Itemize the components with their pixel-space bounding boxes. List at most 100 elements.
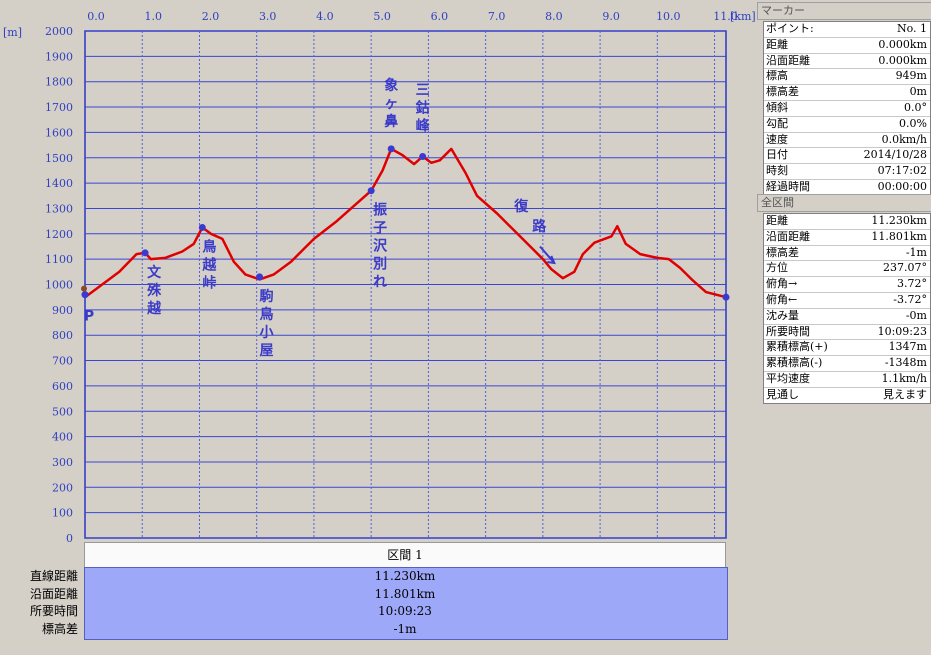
property-row: 沿面距離 0.000km	[764, 54, 930, 70]
property-row: 累積標高(+) 1347m	[764, 340, 930, 357]
y-tick-label: 1400	[45, 177, 73, 190]
waypoint-label: P	[84, 309, 94, 325]
property-key: 距離	[766, 214, 788, 227]
property-row: 速度 0.0km/h	[764, 133, 930, 149]
x-tick-label: 0.0	[87, 10, 105, 23]
x-tick-label: 9.0	[602, 10, 620, 23]
info-panel: マーカー ポイント: No. 1 距離 0.000km 沿面距離 0.000km 標高 949…	[755, 0, 931, 655]
property-key: 沿面距離	[766, 53, 810, 67]
summary-row-value: -1m	[393, 622, 417, 636]
summary-row: 所要時間 10:09:23	[0, 602, 730, 620]
property-key: 方位	[766, 261, 788, 275]
y-tick-label: 1900	[45, 50, 73, 63]
property-key: 沈み量	[766, 308, 799, 322]
section-panel-title: 全区間	[757, 194, 931, 212]
property-key: 俯角→	[766, 277, 798, 291]
y-tick-label: 100	[52, 507, 73, 520]
waypoint-marker	[141, 249, 149, 257]
marker-panel-title: マーカー	[757, 2, 931, 20]
y-tick-label: 1000	[45, 279, 73, 292]
x-tick-label: 8.0	[545, 10, 563, 23]
property-value: 0.000km	[878, 37, 927, 51]
property-key: 速度	[766, 132, 788, 146]
y-tick-label: 300	[52, 456, 73, 469]
property-value: 見えます	[883, 387, 927, 401]
property-row: 勾配 0.0%	[764, 117, 930, 133]
property-key: 見通し	[766, 387, 799, 401]
property-value: 1.1km/h	[881, 371, 927, 385]
elevation-profile-chart[interactable]: 0 100 200 300 400 500 600 700 800 900 1000 1100 1200…	[0, 0, 755, 545]
property-row: 俯角← -3.72°	[764, 293, 930, 309]
return-route-arrow	[539, 245, 556, 264]
property-row: 俯角→ 3.72°	[764, 277, 930, 293]
y-tick-label: 700	[52, 355, 73, 368]
property-row: 累積標高(-) -1348m	[764, 356, 930, 372]
property-value: 2014/10/28	[863, 148, 927, 162]
property-key: 距離	[766, 37, 788, 51]
property-key: 時刻	[766, 164, 788, 178]
x-unit-label: [km]	[730, 10, 755, 23]
property-row: 傾斜 0.0°	[764, 101, 930, 117]
y-tick-label: 500	[52, 405, 73, 418]
waypoint-marker	[367, 187, 375, 195]
property-value: -3.72°	[893, 292, 927, 306]
summary-row-label: 所要時間	[29, 604, 78, 618]
y-unit-label: [m]	[3, 26, 22, 39]
elevation-chart-area: 0 100 200 300 400 500 600 700 800 900 1000 1100 1200…	[0, 0, 755, 545]
property-key: 勾配	[766, 116, 788, 130]
waypoint-marker	[198, 223, 206, 231]
x-tick-label: 3.0	[259, 10, 277, 23]
y-tick-label: 600	[52, 380, 73, 393]
property-key: 累積標高(-)	[766, 356, 823, 370]
y-tick-label: 1100	[45, 253, 73, 266]
property-row: 距離 0.000km	[764, 38, 930, 54]
summary-row: 沿面距離 11.801km	[0, 585, 730, 603]
x-tick-label: 5.0	[373, 10, 391, 23]
y-tick-label: 900	[52, 304, 73, 317]
x-tick-label: 10.0	[656, 10, 681, 23]
y-tick-label: 1300	[45, 202, 73, 215]
waypoint-label: 鳥越峠	[201, 238, 217, 291]
property-value: 00:00:00	[877, 179, 927, 193]
summary-row-label: 標高差	[41, 622, 78, 636]
property-row: 標高差 0m	[764, 85, 930, 101]
property-key: 俯角←	[766, 292, 798, 306]
summary-values-background	[84, 567, 728, 640]
property-key: 累積標高(+)	[766, 340, 828, 354]
property-value: 0.0km/h	[881, 132, 927, 146]
elevation-line	[84, 147, 727, 299]
property-key: 沿面距離	[766, 229, 810, 243]
section-header[interactable]: 区間 1	[84, 542, 726, 568]
property-row: 経過時間 00:00:00	[764, 180, 930, 195]
property-value: 0.000km	[878, 53, 927, 67]
hiker-icon	[81, 285, 87, 292]
property-row: 所要時間 10:09:23	[764, 325, 930, 341]
property-value: 0.0°	[904, 100, 927, 114]
property-row: 方位 237.07°	[764, 261, 930, 278]
property-key: ポイント:	[766, 22, 814, 35]
property-value: 11.801km	[871, 229, 927, 243]
property-key: 平均速度	[766, 371, 810, 385]
property-key: 日付	[766, 148, 788, 162]
waypoint-marker	[81, 291, 89, 299]
y-tick-label: 1700	[45, 101, 73, 114]
x-tick-label: 11.0	[713, 10, 738, 23]
summary-table: 区間 1 直線距離 11.230km 沿面距離 11.801km 所要時間 10…	[0, 540, 730, 655]
y-tick-label: 0	[66, 532, 73, 545]
property-row: 見通し 見えます	[764, 388, 930, 403]
property-row: ポイント: No. 1	[764, 22, 930, 38]
property-key: 経過時間	[766, 179, 810, 193]
property-value: 11.230km	[871, 214, 927, 227]
summary-row-value: 10:09:23	[378, 604, 432, 618]
summary-row-label: 沿面距離	[29, 587, 78, 601]
x-tick-label: 2.0	[202, 10, 220, 23]
y-tick-label: 200	[52, 481, 73, 494]
y-tick-label: 1600	[45, 126, 73, 139]
property-key: 標高差	[766, 245, 799, 259]
property-row: 標高差 -1m	[764, 246, 930, 262]
waypoint-label: 文殊越	[146, 264, 162, 317]
summary-row: 直線距離 11.230km	[0, 567, 730, 585]
property-value: -1m	[905, 245, 927, 259]
y-tick-label: 1500	[45, 152, 73, 165]
waypoint-marker	[256, 273, 264, 281]
